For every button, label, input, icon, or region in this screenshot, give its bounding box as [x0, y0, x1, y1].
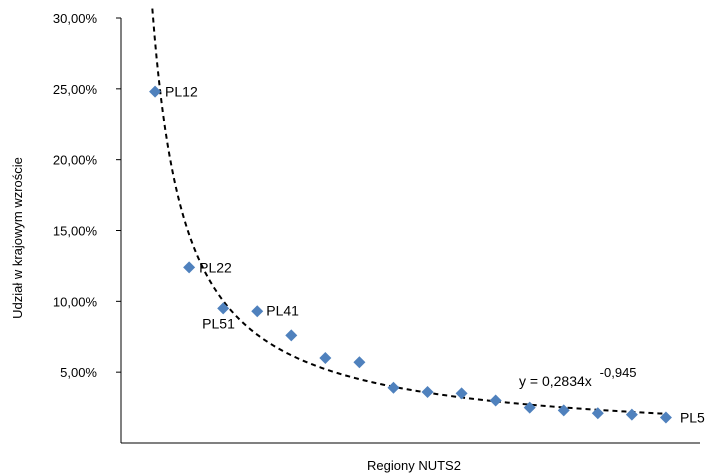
data-points: [149, 85, 672, 424]
trendline-group: [151, 8, 666, 415]
trendline: [151, 8, 666, 415]
data-point: [285, 329, 298, 342]
y-tick-label: 15,00%: [53, 224, 98, 239]
y-tick-label: 5,00%: [60, 365, 97, 380]
point-label: PL41: [266, 302, 299, 318]
data-point: [557, 404, 570, 417]
trendline-equation: y = 0,2834x -0,945: [519, 365, 637, 389]
point-labels: PL12 PL22 PL51 PL41 PL52: [165, 84, 705, 426]
equation-base: y = 0,2834x: [519, 373, 592, 389]
point-label: PL22: [199, 259, 232, 275]
y-tick-label: 10,00%: [53, 294, 98, 309]
y-tick-label: 30,00%: [53, 11, 98, 26]
data-point: [149, 85, 162, 98]
data-point: [659, 411, 672, 424]
data-point: [353, 356, 366, 369]
y-ticks: 5,00% 10,00% 15,00% 20,00% 25,00% 30,00%: [53, 11, 121, 380]
data-point: [625, 408, 638, 421]
point-label: PL51: [202, 315, 235, 331]
data-point: [217, 302, 230, 315]
data-point: [251, 305, 264, 318]
y-tick-label: 20,00%: [53, 153, 98, 168]
equation-exponent: -0,945: [600, 365, 637, 380]
point-label: PL12: [165, 84, 198, 100]
data-point: [523, 401, 536, 414]
x-axis-title: Regiony NUTS2: [367, 458, 461, 473]
data-point: [421, 386, 434, 398]
point-label: PL52: [680, 410, 705, 426]
data-point: [183, 261, 196, 274]
y-tick-label: 25,00%: [53, 82, 98, 97]
data-point: [489, 394, 502, 407]
data-point: [387, 381, 400, 394]
data-point: [455, 387, 468, 400]
y-axis-title: Udział w krajowym wzroście: [10, 157, 25, 319]
data-point: [591, 407, 604, 420]
data-point: [319, 352, 332, 364]
